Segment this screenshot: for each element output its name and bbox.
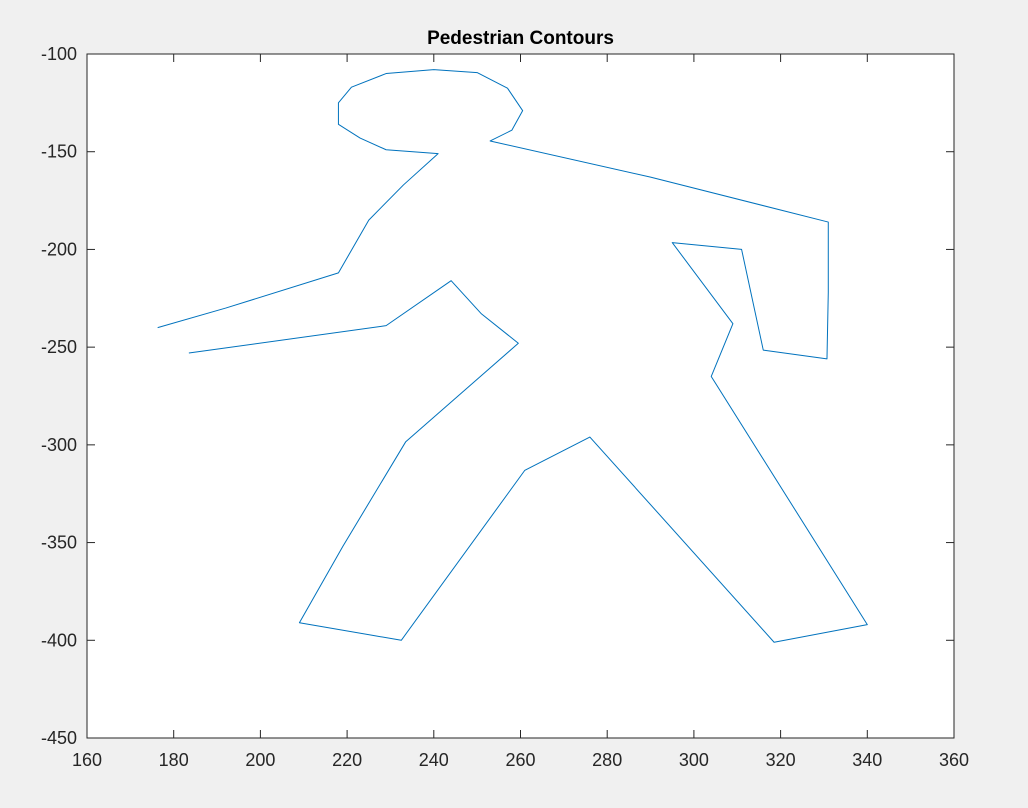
x-tick-label: 160 <box>72 750 102 770</box>
x-tick-label: 300 <box>679 750 709 770</box>
x-tick-label: 200 <box>245 750 275 770</box>
y-axis: -100 -150 -200 -250 -300 -350 -400 -450 <box>41 44 954 748</box>
y-tick-label: -200 <box>41 239 77 259</box>
y-tick-label: -400 <box>41 630 77 650</box>
axes-background <box>87 54 954 738</box>
contour-line <box>157 69 868 643</box>
x-tick-label: 260 <box>505 750 535 770</box>
chart-title: Pedestrian Contours <box>427 28 614 49</box>
x-tick-label: 240 <box>419 750 449 770</box>
y-tick-label: -250 <box>41 337 77 357</box>
x-tick-label: 180 <box>159 750 189 770</box>
y-tick-label: -100 <box>41 44 77 64</box>
y-tick-label: -150 <box>41 142 77 162</box>
x-axis: 160 180 200 220 240 260 280 300 320 340 360 <box>72 54 969 770</box>
y-tick-label: -350 <box>41 533 77 553</box>
series-layer <box>157 69 868 643</box>
x-tick-label: 360 <box>939 750 969 770</box>
x-tick-label: 340 <box>852 750 882 770</box>
y-tick-label: -450 <box>41 728 77 748</box>
x-tick-label: 220 <box>332 750 362 770</box>
y-tick-label: -300 <box>41 435 77 455</box>
x-tick-label: 320 <box>766 750 796 770</box>
x-tick-label: 280 <box>592 750 622 770</box>
